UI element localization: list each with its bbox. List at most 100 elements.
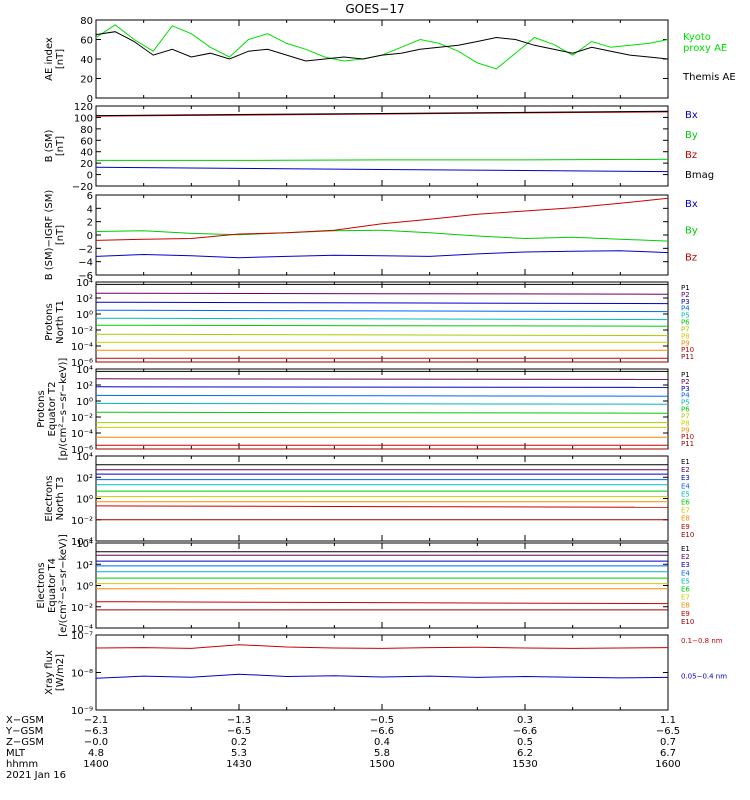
y-tick-label: 60 <box>80 136 93 147</box>
x-axis-tick-mlt: 5.8 <box>374 748 390 759</box>
legend-label: E6 <box>681 499 690 507</box>
panel-5: 10⁻⁶ 10⁻⁴ 10⁻² 10⁰ 10² 10⁴ Protons Equator T2 [p… <box>36 358 694 461</box>
series-line-P6 <box>95 411 669 414</box>
y-tick-label: 20 <box>80 159 93 170</box>
series-line-P5 <box>95 317 669 321</box>
y-axis-label: [nT] <box>55 49 66 69</box>
series-line-Bmag <box>95 110 669 117</box>
y-tick-label: 10⁻² <box>71 413 93 424</box>
series-line-P3 <box>95 386 669 388</box>
x-axis-tick-zgsm: 0.5 <box>517 737 533 748</box>
y-tick-label: 0 <box>87 171 93 182</box>
y-axis-label: [W/m2] <box>55 654 66 691</box>
series-line-E9 <box>95 505 669 508</box>
legend-label: P2 <box>681 291 690 299</box>
series-line-P5 <box>95 402 669 405</box>
panel-frame <box>95 634 669 711</box>
y-tick-label: 10⁻⁶ <box>71 358 93 369</box>
x-axis-tick-ygsm: −6.6 <box>513 726 537 737</box>
y-axis-label: North T1 <box>55 300 66 344</box>
y-tick-label: 10⁴ <box>76 452 93 463</box>
y-axis-label: Electrons <box>36 562 47 608</box>
legend-label: E8 <box>681 602 690 610</box>
x-axis-tick-mlt: 4.8 <box>88 748 104 759</box>
legend-label: P10 <box>681 433 694 441</box>
x-axis-tick-xgsm: 0.3 <box>517 715 533 726</box>
legend-label: P4 <box>681 305 690 313</box>
y-axis-label: B (SM)−IGRF (SM) <box>44 190 55 281</box>
y-tick-label: 10⁻² <box>71 603 93 614</box>
y-tick-label: 20 <box>80 75 93 86</box>
legend-label: E7 <box>681 594 690 602</box>
y-tick-label: 10² <box>76 381 93 392</box>
y-tick-label: 10² <box>76 560 93 571</box>
y-axis-label: [nT] <box>55 225 66 245</box>
series-line-P4 <box>95 394 669 397</box>
legend-label: E10 <box>681 618 694 626</box>
y-tick-label: 120 <box>74 102 93 113</box>
y-tick-label: 80 <box>80 16 93 27</box>
legend-label: P7 <box>681 412 690 420</box>
y-tick-label: 10² <box>76 294 93 305</box>
series-line-Bx <box>95 250 669 259</box>
x-axis-tick-hhmm: 1530 <box>512 759 537 770</box>
y-tick-label: 40 <box>80 55 93 66</box>
y-tick-label: 100 <box>74 113 93 124</box>
y-tick-label: 80 <box>80 125 93 136</box>
legend-label: P5 <box>681 312 690 320</box>
x-axis-tick-zgsm: 0.4 <box>374 737 390 748</box>
legend-label: Bz <box>685 252 697 263</box>
y-axis-label: Xray flux <box>44 650 55 695</box>
panel-3: −6 −4 −2 0 2 4 6 B (SM)−IGRF (SM) [nT] Bx By Bz <box>44 190 698 282</box>
y-tick-label: 4 <box>87 204 93 215</box>
legend-label: E1 <box>681 545 690 553</box>
x-axis-row-label: MLT <box>6 748 26 759</box>
y-tick-label: 10⁻⁴ <box>71 537 93 548</box>
y-tick-label: 10² <box>76 473 93 484</box>
date-label: 2021 Jan 16 <box>6 770 66 781</box>
legend-label: Bz <box>685 150 697 161</box>
legend-label: E5 <box>681 577 690 585</box>
legend-label: Bx <box>685 199 698 210</box>
x-axis-tick-xgsm: 1.1 <box>660 715 676 726</box>
y-tick-label: 10⁰ <box>76 397 93 408</box>
x-axis-tick-ygsm: −6.3 <box>84 726 108 737</box>
legend-label: 0.1−0.8 nm <box>681 637 723 645</box>
legend-label: E4 <box>681 482 690 490</box>
legend-label: E2 <box>681 553 690 561</box>
y-tick-label: 10⁰ <box>76 310 93 321</box>
legend-label: E9 <box>681 523 690 531</box>
legend-label: E3 <box>681 474 690 482</box>
y-tick-label: 10⁻⁷ <box>71 631 93 642</box>
panel-7: 10⁻⁴ 10⁻² 10⁰ 10² 10⁴ Electrons Equator T4 [e/(… <box>36 534 694 637</box>
legend-label: Themis AE <box>682 72 736 83</box>
x-axis-tick-mlt: 6.2 <box>517 748 533 759</box>
y-tick-label: 10⁻⁸ <box>71 669 93 680</box>
y-axis-label: Protons <box>36 390 47 427</box>
legend-label: E5 <box>681 490 690 498</box>
legend-label: proxy AE <box>683 43 727 54</box>
y-tick-label: −6 <box>78 271 93 282</box>
y-tick-label: 10⁴ <box>76 278 93 289</box>
y-tick-label: 40 <box>80 148 93 159</box>
legend-label: P8 <box>681 332 690 340</box>
legend-label: Bx <box>685 110 698 121</box>
legend-label: 0.05−0.4 nm <box>681 673 727 681</box>
x-axis-tick-ygsm: −6.5 <box>227 726 251 737</box>
legend-label: E10 <box>681 531 694 539</box>
series-line-By <box>95 229 669 242</box>
y-tick-label: 10⁻⁹ <box>71 706 93 717</box>
y-tick-label: 10⁻² <box>71 516 93 527</box>
legend-label: E4 <box>681 569 690 577</box>
legend-label: E8 <box>681 515 690 523</box>
x-axis-tick-xgsm: −2.1 <box>84 715 108 726</box>
legend-label: P1 <box>681 371 690 379</box>
series-line-0.05−0.4 nm <box>95 673 669 679</box>
series-line-Kyoto proxy AE <box>95 24 669 70</box>
series-line-P3 <box>95 301 669 305</box>
x-axis-tick-ygsm: −6.5 <box>656 726 680 737</box>
y-tick-label: 0 <box>87 231 93 242</box>
legend-label: E2 <box>681 466 690 474</box>
